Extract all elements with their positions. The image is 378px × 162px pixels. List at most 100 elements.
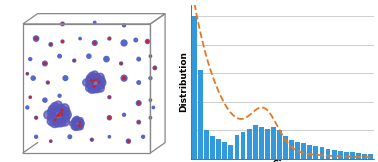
Circle shape: [62, 41, 63, 42]
Circle shape: [54, 101, 62, 110]
Circle shape: [80, 121, 84, 126]
Circle shape: [90, 80, 91, 81]
Circle shape: [35, 116, 37, 119]
Bar: [325, 149, 330, 159]
Bar: [350, 152, 355, 159]
Bar: [222, 142, 227, 159]
Bar: [301, 143, 306, 159]
Circle shape: [71, 125, 76, 129]
Circle shape: [93, 86, 94, 87]
Circle shape: [122, 24, 125, 27]
Circle shape: [53, 110, 64, 120]
Circle shape: [98, 76, 105, 83]
Circle shape: [47, 82, 48, 83]
Circle shape: [87, 54, 91, 58]
Circle shape: [58, 54, 61, 58]
Circle shape: [77, 125, 81, 130]
Bar: [210, 136, 215, 159]
Circle shape: [48, 113, 56, 122]
Circle shape: [122, 113, 125, 116]
Circle shape: [62, 107, 70, 116]
Circle shape: [94, 42, 96, 44]
Circle shape: [68, 135, 71, 139]
Circle shape: [75, 126, 79, 130]
Circle shape: [94, 21, 96, 24]
Circle shape: [150, 56, 151, 57]
Circle shape: [127, 140, 129, 142]
Circle shape: [61, 114, 70, 122]
Bar: [356, 153, 361, 159]
Circle shape: [58, 94, 61, 97]
Bar: [235, 134, 239, 159]
Circle shape: [88, 86, 95, 93]
Circle shape: [47, 117, 56, 126]
Circle shape: [51, 103, 59, 111]
Bar: [344, 152, 349, 159]
Circle shape: [92, 41, 97, 45]
Bar: [277, 130, 282, 159]
Circle shape: [90, 138, 93, 141]
Circle shape: [73, 59, 76, 62]
Circle shape: [26, 106, 29, 109]
Circle shape: [153, 66, 156, 70]
Bar: [289, 140, 294, 159]
Bar: [253, 125, 258, 159]
Circle shape: [50, 119, 59, 127]
Circle shape: [93, 74, 101, 81]
Circle shape: [88, 72, 96, 80]
Circle shape: [63, 76, 68, 81]
Circle shape: [90, 78, 99, 87]
Bar: [241, 132, 245, 159]
Circle shape: [79, 123, 80, 124]
Circle shape: [61, 109, 63, 110]
Circle shape: [137, 57, 141, 61]
Circle shape: [121, 75, 127, 81]
Circle shape: [149, 99, 152, 101]
Circle shape: [29, 58, 32, 61]
Circle shape: [138, 102, 140, 104]
Circle shape: [109, 97, 110, 98]
Bar: [265, 129, 270, 159]
Circle shape: [35, 135, 37, 138]
Circle shape: [136, 101, 141, 105]
Circle shape: [60, 112, 62, 113]
Circle shape: [86, 77, 93, 84]
Circle shape: [134, 38, 138, 42]
Circle shape: [63, 110, 71, 119]
Circle shape: [79, 126, 80, 127]
Circle shape: [149, 55, 152, 57]
Circle shape: [108, 117, 110, 119]
Circle shape: [58, 114, 59, 116]
Bar: [319, 147, 324, 159]
Circle shape: [34, 36, 39, 41]
Circle shape: [36, 117, 37, 118]
Circle shape: [79, 120, 84, 124]
Circle shape: [43, 61, 47, 66]
Circle shape: [98, 82, 99, 83]
Circle shape: [107, 116, 112, 120]
Bar: [283, 136, 288, 159]
Circle shape: [98, 81, 105, 89]
Circle shape: [94, 85, 101, 93]
Circle shape: [43, 98, 47, 102]
Circle shape: [48, 108, 56, 116]
Circle shape: [96, 79, 97, 80]
Circle shape: [91, 86, 98, 93]
Circle shape: [71, 123, 76, 127]
Circle shape: [58, 114, 59, 115]
Bar: [192, 16, 197, 159]
Circle shape: [146, 40, 150, 44]
Circle shape: [26, 73, 28, 75]
Y-axis label: Distribution: Distribution: [179, 51, 188, 112]
Circle shape: [120, 62, 122, 65]
Circle shape: [59, 115, 60, 116]
Bar: [198, 70, 203, 159]
Circle shape: [92, 82, 93, 83]
Circle shape: [31, 76, 35, 80]
Circle shape: [149, 77, 152, 80]
Bar: [332, 150, 336, 159]
Circle shape: [74, 60, 75, 61]
Circle shape: [75, 116, 79, 121]
Circle shape: [152, 106, 155, 109]
Circle shape: [85, 84, 93, 92]
